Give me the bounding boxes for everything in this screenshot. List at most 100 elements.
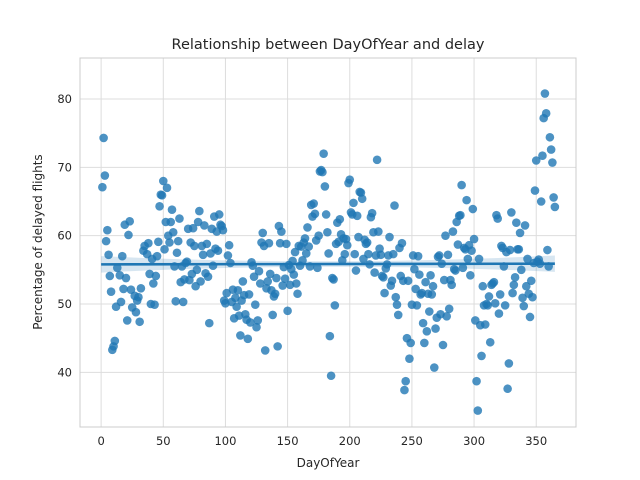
- data-point: [508, 288, 517, 298]
- data-point: [519, 301, 529, 311]
- data-point: [507, 208, 516, 217]
- x-axis-label: DayOfYear: [297, 456, 360, 470]
- y-tick-label: 70: [57, 160, 72, 174]
- data-point: [504, 359, 514, 368]
- data-point: [258, 228, 268, 238]
- data-point: [119, 284, 128, 294]
- data-point: [510, 273, 520, 282]
- data-point: [165, 238, 174, 247]
- data-point: [282, 239, 291, 249]
- data-point: [531, 156, 541, 165]
- data-point: [99, 133, 108, 143]
- data-point: [410, 264, 419, 274]
- y-tick-label: 60: [57, 229, 72, 243]
- data-point: [246, 318, 255, 327]
- data-point: [538, 151, 547, 161]
- data-point: [252, 322, 261, 332]
- data-point: [540, 89, 550, 98]
- data-point: [443, 250, 453, 260]
- data-point: [124, 230, 133, 240]
- data-point: [411, 284, 420, 294]
- data-point: [541, 109, 551, 118]
- data-point: [400, 385, 409, 395]
- data-point: [364, 249, 373, 259]
- data-point: [157, 191, 167, 200]
- data-point: [429, 363, 439, 372]
- data-point: [415, 270, 424, 279]
- data-point: [324, 249, 333, 258]
- x-tick-label: 0: [97, 434, 104, 448]
- x-tick-label: 300: [463, 434, 485, 448]
- data-point: [526, 276, 536, 286]
- data-point: [323, 227, 332, 237]
- data-point: [298, 255, 307, 265]
- data-point: [418, 318, 428, 328]
- x-tick-label: 100: [214, 434, 236, 448]
- data-point: [310, 209, 320, 219]
- data-point: [376, 250, 386, 260]
- data-point: [255, 279, 265, 288]
- data-point: [238, 277, 248, 286]
- data-point: [155, 201, 164, 211]
- data-point: [196, 277, 205, 286]
- data-point: [289, 270, 299, 279]
- data-point: [151, 271, 161, 281]
- plot-background: [80, 58, 576, 427]
- data-point: [392, 300, 402, 309]
- data-point: [303, 223, 312, 232]
- y-tick-label: 50: [57, 297, 72, 311]
- data-point: [342, 240, 352, 250]
- data-point: [494, 309, 504, 318]
- data-points: [98, 89, 560, 415]
- data-point: [167, 205, 177, 214]
- data-point: [405, 354, 414, 363]
- data-point: [122, 316, 132, 325]
- data-point: [393, 310, 403, 320]
- data-point: [350, 249, 360, 259]
- data-point: [160, 245, 169, 254]
- data-point: [345, 175, 355, 184]
- data-point: [330, 301, 340, 310]
- data-point: [300, 234, 310, 243]
- data-point: [244, 290, 254, 299]
- chart-title: Relationship between DayOfYear and delay: [172, 37, 485, 53]
- data-point: [149, 279, 158, 288]
- data-point: [379, 273, 388, 282]
- data-point: [320, 182, 330, 191]
- data-point: [489, 277, 499, 287]
- data-point: [543, 245, 552, 255]
- data-point: [198, 250, 208, 260]
- data-point: [462, 195, 471, 205]
- data-point: [223, 251, 233, 260]
- data-point: [277, 227, 286, 236]
- data-point: [200, 221, 209, 230]
- y-tick-label: 80: [57, 92, 72, 106]
- data-point: [546, 145, 556, 154]
- data-point: [500, 301, 510, 310]
- data-point: [318, 167, 327, 177]
- plot-area: [79, 57, 577, 428]
- x-tick-labels: 0 50 100 150 200 250 300 350: [97, 434, 547, 448]
- data-point: [525, 312, 535, 322]
- data-point: [397, 238, 407, 248]
- data-point: [313, 263, 322, 273]
- data-point: [422, 327, 432, 336]
- data-point: [126, 285, 136, 294]
- data-point: [178, 297, 188, 307]
- data-point: [131, 307, 141, 317]
- data-point: [403, 276, 413, 286]
- data-point: [213, 246, 223, 255]
- data-point: [517, 265, 526, 275]
- data-point: [380, 288, 389, 298]
- data-point: [192, 265, 202, 275]
- data-point: [473, 406, 483, 415]
- data-point: [236, 331, 245, 340]
- data-point: [214, 210, 224, 219]
- data-point: [352, 211, 362, 221]
- data-point: [444, 304, 454, 314]
- data-point: [362, 238, 372, 247]
- data-point: [474, 254, 484, 264]
- data-point: [273, 342, 282, 351]
- data-point: [401, 376, 410, 386]
- data-point: [520, 221, 530, 230]
